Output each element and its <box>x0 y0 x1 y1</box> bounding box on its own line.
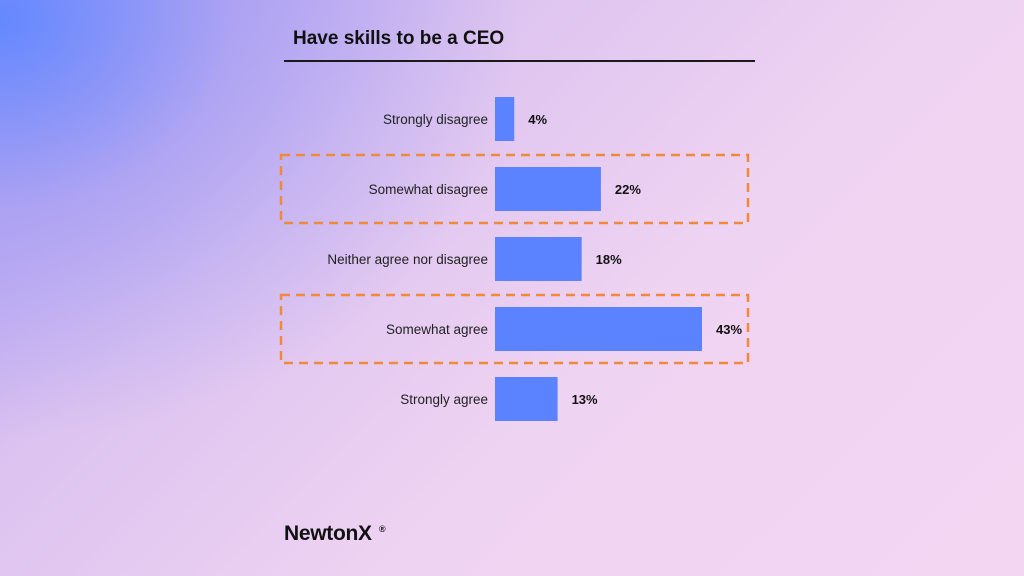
value-label-neither-agree-nor-disagree: 18% <box>596 252 622 267</box>
registered-mark: ® <box>379 524 386 534</box>
category-label-somewhat-disagree: Somewhat disagree <box>369 182 488 197</box>
category-label-neither-agree-nor-disagree: Neither agree nor disagree <box>327 252 488 267</box>
bar-strongly-agree <box>495 377 558 421</box>
bar-somewhat-disagree <box>495 167 601 211</box>
bar-strongly-disagree <box>495 97 515 141</box>
highlight-box-somewhat-agree <box>279 293 750 365</box>
bar-neither-agree-nor-disagree <box>495 237 582 281</box>
category-label-strongly-agree: Strongly agree <box>400 392 488 407</box>
value-label-somewhat-disagree: 22% <box>615 182 641 197</box>
value-label-strongly-disagree: 4% <box>528 112 547 127</box>
brand-logo: NewtonX <box>284 522 372 545</box>
title-divider <box>284 60 755 62</box>
chart-title: Have skills to be a CEO <box>293 28 505 49</box>
highlight-box-somewhat-disagree <box>279 153 750 225</box>
value-label-somewhat-agree: 43% <box>716 322 742 337</box>
category-label-strongly-disagree: Strongly disagree <box>383 112 488 127</box>
bar-somewhat-agree <box>495 307 702 351</box>
category-label-somewhat-agree: Somewhat agree <box>386 322 488 337</box>
value-label-strongly-agree: 13% <box>572 392 598 407</box>
